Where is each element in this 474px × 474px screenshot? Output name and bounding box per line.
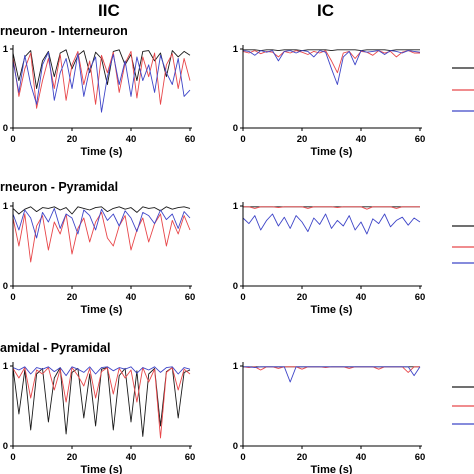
series-line-blue	[242, 213, 421, 235]
column-title-ic: IC	[317, 1, 334, 20]
row-title-1: rneuron - Interneuron	[0, 24, 128, 38]
series-line-red	[242, 366, 420, 373]
chart-panel-2-iic: 0 20 40 60 0 1 Time (s)	[3, 201, 196, 316]
x-tick-label: 40	[356, 134, 367, 145]
x-tick-label: 60	[185, 134, 196, 145]
x-tick-label: 20	[297, 452, 308, 463]
y-tick-label: 1	[3, 44, 9, 55]
x-tick-label: 60	[415, 452, 426, 463]
x-tick-label: 40	[356, 292, 367, 303]
x-tick-label: 60	[415, 134, 426, 145]
x-tick-label: 40	[356, 452, 367, 463]
x-tick-label: 0	[10, 452, 15, 463]
series-line-red	[243, 206, 420, 210]
x-axis-label: Time (s)	[81, 304, 123, 316]
series-line-blue	[242, 50, 421, 85]
series-line-black	[12, 367, 191, 437]
series-line-blue	[243, 366, 421, 383]
x-tick-label: 20	[297, 134, 308, 145]
x-tick-label: 0	[10, 134, 15, 145]
legend-group	[452, 67, 474, 425]
x-tick-label: 0	[240, 292, 245, 303]
chart-panel-3-iic: 0 20 40 60 0 1 Time (s)	[3, 361, 196, 474]
row-title-2: rneuron - Pyramidal	[0, 180, 118, 194]
y-tick-label: 0	[3, 441, 8, 452]
x-tick-label: 0	[10, 292, 15, 303]
x-axis-label: Time (s)	[311, 464, 353, 474]
x-axis-label: Time (s)	[81, 146, 123, 158]
x-tick-label: 20	[297, 292, 308, 303]
series-line-red	[12, 211, 191, 263]
y-tick-label: 0	[233, 281, 238, 292]
y-tick-label: 1	[3, 201, 9, 212]
x-tick-label: 40	[126, 452, 137, 463]
x-tick-label: 20	[67, 134, 78, 145]
chart-panels: 0 20 40 60 0 1 Time (s) 0 20 40 60 0 1 Time (s) 0 20 40 6…	[3, 44, 426, 474]
y-tick-label: 1	[233, 44, 239, 55]
row-title-3: amidal - Pyramidal	[0, 341, 110, 355]
series-line-red	[242, 50, 420, 74]
x-tick-label: 60	[415, 292, 426, 303]
y-tick-label: 0	[233, 123, 238, 134]
x-axis-label: Time (s)	[311, 304, 353, 316]
column-title-iic: IIC	[98, 1, 120, 20]
series-line-black	[243, 49, 420, 52]
x-tick-label: 60	[185, 292, 196, 303]
y-tick-label: 1	[233, 361, 239, 372]
series-line-blue	[12, 366, 191, 377]
series-line-red	[12, 367, 191, 439]
x-tick-label: 0	[240, 452, 245, 463]
y-tick-label: 0	[3, 281, 8, 292]
series-line-blue	[12, 51, 191, 113]
x-tick-label: 20	[67, 452, 78, 463]
y-tick-label: 0	[233, 441, 238, 452]
series-line-blue	[12, 207, 191, 239]
x-axis-label: Time (s)	[311, 146, 353, 158]
x-tick-label: 60	[185, 452, 196, 463]
chart-panel-1-iic: 0 20 40 60 0 1 Time (s)	[3, 44, 196, 158]
y-tick-label: 1	[233, 201, 239, 212]
chart-panel-3-ic: 0 20 40 60 0 1 Time (s)	[233, 361, 426, 474]
x-axis-label: Time (s)	[81, 464, 123, 474]
y-tick-label: 0	[3, 123, 8, 134]
series-line-red	[12, 50, 191, 109]
x-tick-label: 40	[126, 292, 137, 303]
y-tick-label: 1	[3, 361, 9, 372]
chart-panel-1-ic: 0 20 40 60 0 1 Time (s)	[233, 44, 426, 158]
chart-panel-2-ic: 0 20 40 60 0 1 Time (s)	[233, 201, 426, 316]
x-tick-label: 0	[240, 134, 245, 145]
x-tick-label: 40	[126, 134, 137, 145]
x-tick-label: 20	[67, 292, 78, 303]
